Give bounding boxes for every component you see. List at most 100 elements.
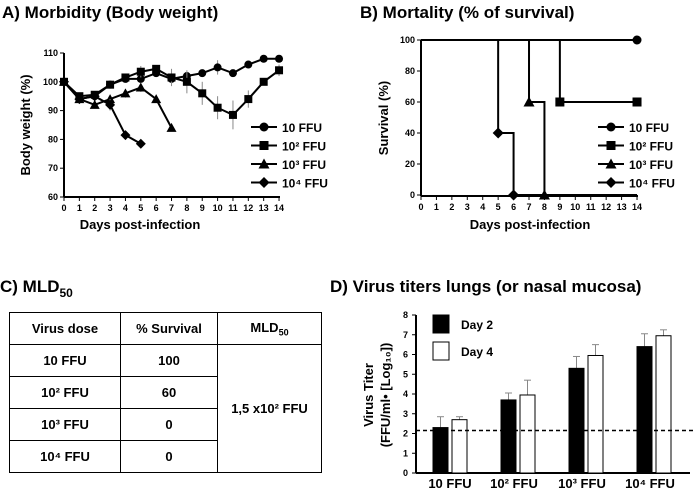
triangle-marker	[523, 96, 535, 107]
panel-b-xlabel: Days post-infection	[470, 217, 591, 232]
y-tick-label: 80	[48, 134, 58, 144]
x-tick-label: 6	[154, 203, 159, 213]
y-tick-label: 20	[405, 159, 415, 169]
bar-day-4	[451, 419, 468, 474]
circle-marker	[244, 60, 253, 69]
diamond-marker	[120, 130, 131, 141]
triangle-marker	[258, 158, 270, 169]
x-tick-label: 1	[434, 202, 439, 212]
square-marker	[244, 95, 253, 104]
x-tick-label: 6	[511, 202, 516, 212]
survival-step-line	[421, 39, 638, 196]
circle-marker	[259, 122, 269, 132]
diamond-marker	[74, 94, 85, 105]
square-marker	[259, 77, 268, 86]
header-virus-dose: Virus dose	[9, 312, 121, 345]
legend-label: 10² FFU	[629, 140, 673, 154]
x-tick-label: 9	[200, 203, 205, 213]
circle-marker	[228, 69, 237, 78]
legend-swatch	[432, 314, 450, 334]
header-survival: % Survival	[120, 312, 218, 345]
diamond-marker	[605, 177, 617, 188]
header-mld50: MLD50	[217, 312, 322, 345]
triangle-marker	[151, 94, 162, 104]
y-tick-label: 110	[43, 48, 58, 58]
y-tick-label: 90	[48, 106, 58, 116]
diamond-marker	[508, 189, 520, 201]
diamond-marker	[59, 76, 69, 87]
bar-day-2	[568, 367, 585, 474]
x-tick-label: 7	[527, 202, 532, 212]
square-marker	[228, 110, 237, 119]
square-marker	[606, 141, 616, 150]
x-tick-label: 0	[61, 203, 66, 213]
table-row: 10 FFU 100 1,5 x10² FFU	[9, 344, 322, 473]
panel-a-xlabel: Days post-infection	[80, 217, 201, 232]
bar-day-4	[655, 335, 672, 474]
circle-marker	[259, 54, 268, 63]
legend-label: 10⁴ FFU	[629, 177, 675, 191]
panel-c-title: C) MLD50	[0, 277, 73, 300]
circle-marker	[606, 122, 616, 132]
square-marker	[213, 103, 222, 112]
x-tick-label: 3	[465, 202, 470, 212]
x-tick-label: 10² FFU	[490, 476, 538, 489]
x-tick-label: 4	[480, 202, 485, 212]
y-tick-label: 60	[48, 192, 58, 202]
triangle-marker	[105, 94, 116, 104]
diamond-marker	[135, 138, 146, 149]
survival-cell: 0	[120, 440, 218, 473]
square-marker	[259, 141, 269, 150]
y-tick-label: 100	[400, 35, 415, 45]
x-tick-label: 8	[542, 202, 547, 212]
y-tick-label: 60	[405, 97, 415, 107]
y-tick-label: 8	[403, 310, 408, 320]
legend-label: 10³ FFU	[282, 158, 326, 172]
y-tick-label: 1	[403, 448, 408, 458]
dose-cell: 10³ FFU	[9, 408, 121, 441]
panel-d-plot: 0 1 2 3 4 5 6 7 8 10 FFU 10² FFU 10³ FFU 10⁴ FFU Day …	[403, 310, 695, 489]
square-marker	[121, 73, 130, 82]
table-row: 10² FFU 60	[9, 376, 322, 409]
y-tick-label: 4	[403, 389, 408, 399]
y-tick-label: 2	[403, 429, 408, 439]
square-marker	[152, 64, 161, 73]
dose-cell: 10⁴ FFU	[9, 440, 121, 473]
circle-marker	[213, 63, 222, 72]
triangle-marker	[605, 158, 617, 169]
y-tick-label: 5	[403, 369, 408, 379]
y-tick-label: 3	[403, 409, 408, 419]
dose-cell: 10 FFU	[9, 344, 121, 377]
bar-day-4	[587, 354, 604, 474]
panel-a-ylabel: Body weight (%)	[18, 74, 33, 175]
legend-swatch	[432, 341, 450, 361]
x-tick-label: 12	[243, 203, 253, 213]
table-row: 10³ FFU 0	[9, 408, 322, 441]
y-tick-label: 100	[43, 77, 58, 87]
x-tick-label: 14	[274, 203, 284, 213]
mld50-table: Virus dose % Survival MLD50 10 FFU 100 1…	[9, 312, 322, 473]
x-tick-label: 13	[617, 202, 627, 212]
panel-d-ylabel-1: Virus Titer	[361, 363, 376, 427]
y-tick-label: 6	[403, 350, 408, 360]
dose-cell: 10² FFU	[9, 376, 121, 409]
survival-cell: 100	[120, 344, 218, 377]
circle-marker	[275, 54, 284, 63]
x-tick-label: 7	[169, 203, 174, 213]
diamond-marker	[105, 99, 116, 110]
x-tick-label: 12	[601, 202, 611, 212]
survival-cell: 0	[120, 408, 218, 441]
square-marker	[106, 80, 115, 89]
x-tick-label: 5	[138, 203, 143, 213]
square-marker	[555, 97, 565, 107]
bar-day-2	[500, 399, 517, 474]
x-tick-label: 10	[213, 203, 223, 213]
circle-marker	[198, 69, 207, 78]
x-tick-label: 11	[586, 202, 596, 212]
legend-label: 10 FFU	[282, 121, 322, 135]
x-tick-label: 10	[570, 202, 580, 212]
mld50-value: 1,5 x10² FFU	[217, 344, 322, 473]
